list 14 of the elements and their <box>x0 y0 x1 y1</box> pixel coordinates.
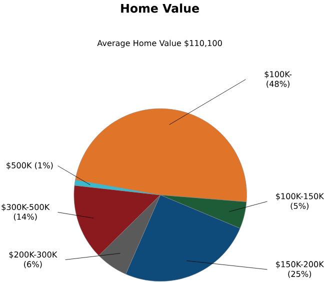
data-label: (25%) <box>288 270 312 278</box>
slice-label: $150K-200K <box>276 261 324 269</box>
data-label: (48%) <box>266 80 290 88</box>
slice-label: $500K <box>6 162 32 170</box>
data-label: (1%) <box>35 162 53 170</box>
data-label: (6%) <box>24 261 42 268</box>
chart-title: Home Value <box>121 4 200 13</box>
slice-label: $300K-500K <box>2 204 50 212</box>
slice-label: $100K- <box>264 71 292 79</box>
chart-subtitle: Average Home Value $110,100 <box>97 40 222 48</box>
slice-label: $100K-150K <box>276 193 324 201</box>
data-label: (14%) <box>14 214 37 221</box>
data-label: (5%) <box>290 202 308 210</box>
slice-label: $200K-300K <box>9 252 58 259</box>
